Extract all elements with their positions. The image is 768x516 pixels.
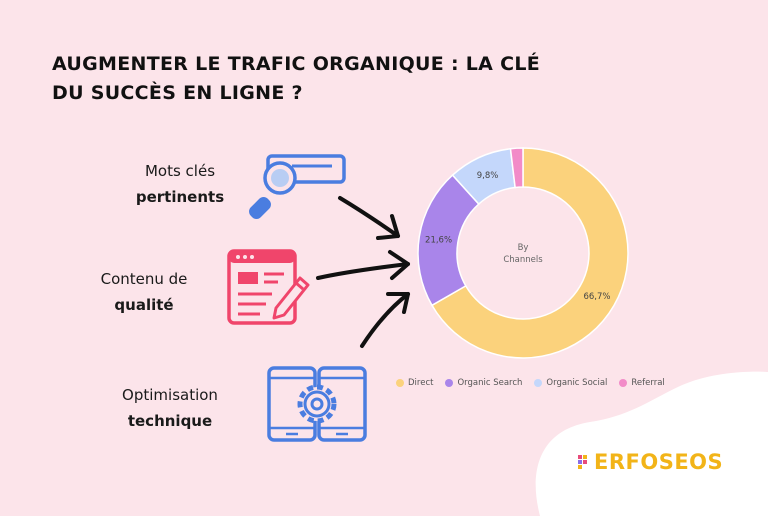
legend-label-referral: Referral (631, 378, 665, 388)
title-line-1: Augmenter le trafic organique : la clé (52, 53, 541, 75)
donut-slice-referral (509, 147, 524, 189)
feature-technical-line2: technique (127, 412, 213, 430)
page-title: Augmenter le trafic organique : la clé d… (52, 50, 540, 108)
logo-mark-icon (578, 455, 587, 469)
donut-slice-direct (430, 147, 629, 359)
center-label-line2: Channels (503, 255, 543, 265)
arrow-content-head (388, 250, 410, 280)
feature-content-line2: qualité (114, 296, 174, 314)
donut-value-label-direct: 66,7% (583, 292, 610, 302)
donut-slices (417, 147, 629, 359)
legend-item-organic-social: Organic Social (534, 378, 607, 388)
arrow-content (316, 262, 410, 280)
arrow-technical (360, 292, 410, 348)
donut-value-label-organic-social: 9,8% (477, 171, 499, 181)
channels-donut-chart: 66,7% 21,6% 9,8% By Channels (417, 147, 629, 359)
legend-label-organic-social: Organic Social (546, 378, 608, 388)
feature-content: Contenu de qualité (84, 266, 204, 318)
arrow-keywords (338, 196, 400, 238)
feature-keywords-line1: Mots clés (144, 162, 216, 180)
legend-swatch-referral (619, 379, 628, 387)
legend-swatch-direct (396, 379, 404, 387)
legend-label-organic-search: Organic Search (457, 378, 523, 388)
legend-label-direct: Direct (408, 378, 434, 388)
magnifier-icon (249, 154, 346, 219)
feature-content-line1: Contenu de (100, 270, 188, 288)
legend-swatch-organic-social (534, 379, 543, 387)
logo-text: ERFOSEOS (594, 450, 724, 474)
legend-swatch-organic-search (445, 379, 454, 387)
content-edit-icon (227, 249, 310, 325)
center-label-line1: By (518, 243, 529, 253)
title-line-2: du succès en ligne ? (52, 82, 303, 104)
perfoseos-logo: ERFOSEOS (578, 450, 723, 474)
donut-value-label-organic-search: 21,6% (425, 236, 452, 246)
legend-item-organic-search: Organic Search (445, 378, 522, 388)
feature-keywords-line2: pertinents (135, 188, 225, 206)
chart-legend: Direct Organic Search Organic Social Ref… (396, 378, 665, 388)
feature-technical: Optimisation technique (110, 382, 230, 434)
arrow-technical-head (386, 292, 410, 314)
donut-value-labels: 66,7% 21,6% 9,8% (425, 171, 610, 302)
feature-technical-line1: Optimisation (122, 386, 218, 404)
gear-device-icon (267, 366, 367, 442)
legend-item-referral: Referral (619, 378, 665, 388)
feature-keywords: Mots clés pertinents (120, 158, 240, 210)
arrow-keywords-head (376, 214, 400, 240)
legend-item-direct: Direct (396, 378, 433, 388)
